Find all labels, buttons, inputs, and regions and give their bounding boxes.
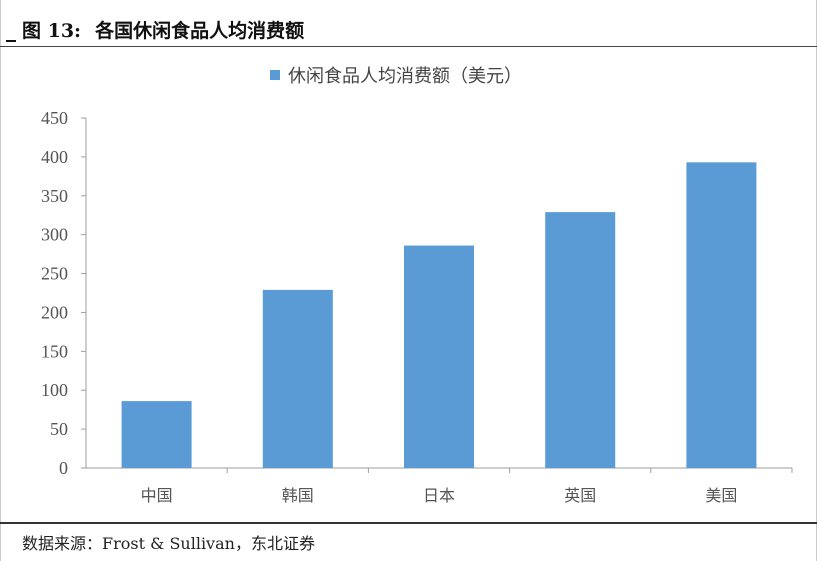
bar: [404, 245, 474, 468]
y-tick-label: 50: [50, 419, 68, 439]
bar-chart: 0 50 100 150 200 250 300 350 400 450 中国 韩国 日本 英国 美国: [41, 108, 793, 505]
x-tick-label: 韩国: [282, 486, 314, 505]
y-tick-label: 450: [41, 108, 68, 128]
y-tick-label: 100: [41, 380, 68, 400]
y-tick-label: 400: [41, 147, 68, 167]
bar: [121, 401, 192, 468]
bar: [262, 289, 333, 468]
figure-title: 图 13: 各国休闲食品人均消费额: [6, 14, 304, 44]
legend-label: 休闲食品人均消费额（美元）: [288, 66, 522, 87]
title-marker: [6, 40, 16, 42]
y-tick-label: 300: [41, 225, 68, 245]
bar: [545, 212, 616, 468]
footer-divider: [0, 522, 817, 524]
figure-number: 图 13:: [22, 19, 82, 42]
y-tick-label: 0: [59, 458, 68, 478]
source-note: 数据来源：Frost & Sullivan，东北证券: [22, 534, 315, 553]
x-tick-label: 英国: [564, 486, 596, 505]
figure-title-text: 各国休闲食品人均消费额: [95, 19, 305, 42]
title-divider: [0, 46, 817, 47]
frame-left-border: [0, 0, 1, 561]
x-tick-label: 美国: [705, 486, 737, 505]
y-tick-label: 200: [41, 302, 68, 322]
x-tick-label: 中国: [141, 486, 173, 505]
y-tick-label: 150: [41, 341, 68, 361]
bar: [686, 162, 757, 468]
y-tick-label: 250: [41, 264, 68, 284]
chart-legend: 休闲食品人均消费额（美元）: [270, 62, 522, 88]
y-tick-label: 350: [41, 186, 68, 206]
x-tick-label: 日本: [423, 486, 455, 505]
legend-swatch: [270, 70, 280, 80]
